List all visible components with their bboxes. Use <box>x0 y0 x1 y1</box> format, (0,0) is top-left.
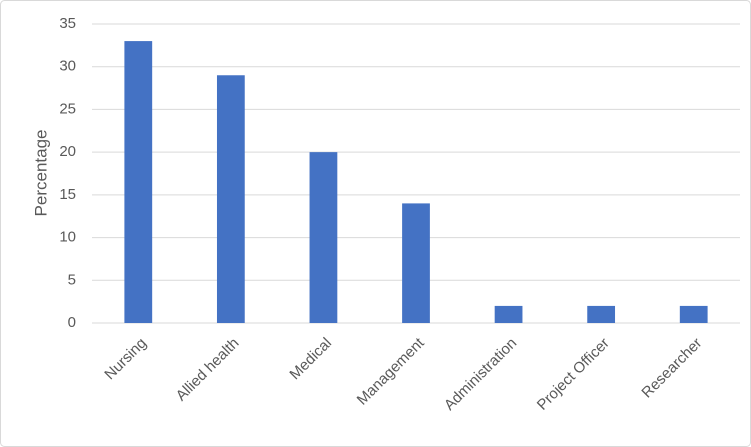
bar <box>679 305 708 323</box>
y-tick-label: 15 <box>59 186 76 203</box>
y-tick-label: 30 <box>59 58 76 75</box>
y-tick-label: 5 <box>68 271 76 288</box>
y-tick-label: 20 <box>59 143 76 160</box>
bar <box>216 75 245 323</box>
bar <box>124 41 153 323</box>
bar <box>587 305 616 323</box>
y-axis-title: Percentage <box>31 130 50 217</box>
bar <box>309 152 338 323</box>
y-tick-label: 0 <box>68 314 76 331</box>
y-tick-label: 35 <box>59 15 76 32</box>
y-tick-label: 10 <box>59 229 76 246</box>
bar <box>494 305 523 323</box>
y-tick-label: 25 <box>59 100 76 117</box>
bar <box>402 203 430 323</box>
